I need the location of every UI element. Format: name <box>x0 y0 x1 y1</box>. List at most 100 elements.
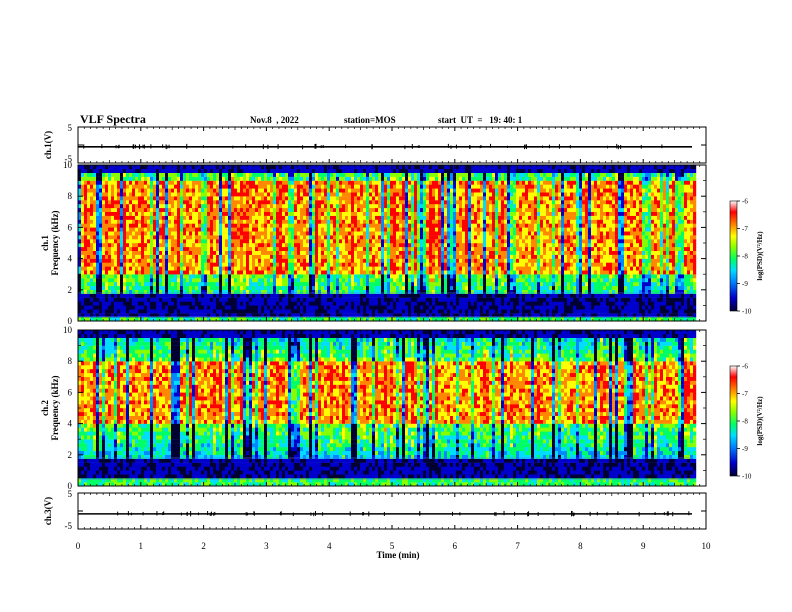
spectrogram-cell <box>393 282 397 287</box>
spectrogram-cell <box>111 223 115 228</box>
spectrogram-cell <box>237 172 241 177</box>
spectrogram-cell <box>177 168 181 173</box>
spectrogram-cell <box>189 313 193 318</box>
spectrogram-cell <box>327 239 331 244</box>
spectrogram-cell <box>228 297 232 302</box>
spectrogram-cell <box>132 231 136 236</box>
spectrogram-cell <box>123 297 127 302</box>
spectrogram-cell <box>78 254 82 259</box>
spectrogram-cell <box>405 258 409 263</box>
spectrogram-cell <box>225 188 229 193</box>
spectrogram-cell <box>306 200 310 205</box>
spectrogram-cell <box>417 297 421 302</box>
spectrogram-cell <box>396 270 400 275</box>
spectrogram-cell <box>345 176 349 181</box>
spectrogram-cell <box>240 274 244 279</box>
spectrogram-cell <box>306 285 310 290</box>
spectrogram-cell <box>81 289 85 294</box>
spectrogram-cell <box>441 254 445 259</box>
spectrogram-cell <box>372 254 376 259</box>
spectrogram-cell <box>270 297 274 302</box>
spectrogram-cell <box>309 172 313 177</box>
spectrogram-cell <box>99 176 103 181</box>
spectrogram-cell <box>84 285 88 290</box>
spectrogram-cell <box>357 204 361 209</box>
spectrogram-cell <box>168 239 172 244</box>
spectrogram-cell <box>216 309 220 314</box>
spectrogram-cell <box>141 207 145 212</box>
spectrogram-cell <box>183 204 187 209</box>
spectrogram-cell <box>327 168 331 173</box>
spectrogram-cell <box>90 317 94 322</box>
spectrogram-cell <box>327 309 331 314</box>
spectrogram-cell <box>360 180 364 185</box>
spectrogram-cell <box>90 266 94 271</box>
spectrogram-cell <box>177 301 181 306</box>
spectrogram-cell <box>258 266 262 271</box>
spectrogram-cell <box>138 215 142 220</box>
spectrogram-cell <box>78 215 82 220</box>
spectrogram-cell <box>348 282 352 287</box>
spectrogram-cell <box>111 270 115 275</box>
spectrogram-cell <box>294 192 298 197</box>
spectrogram-cell <box>168 207 172 212</box>
spectrogram-cell <box>144 207 148 212</box>
spectrogram-cell <box>93 180 97 185</box>
spectrogram-cell <box>381 270 385 275</box>
spectrogram-cell <box>438 215 442 220</box>
spectrogram-cell <box>321 274 325 279</box>
spectrogram-cell <box>99 223 103 228</box>
spectrogram-cell <box>408 215 412 220</box>
spectrogram-cell <box>120 285 124 290</box>
spectrogram-cell <box>225 309 229 314</box>
spectrogram-cell <box>252 235 256 240</box>
spectrogram-cell <box>141 278 145 283</box>
spectrogram-cell <box>210 293 214 298</box>
spectrogram-cell <box>144 227 148 232</box>
spectrogram-cell <box>375 243 379 248</box>
spectrogram-cell <box>327 258 331 263</box>
spectrogram-cell <box>372 282 376 287</box>
spectrogram-cell <box>93 289 97 294</box>
spectrogram-cell <box>231 184 235 189</box>
spectrogram-cell <box>315 211 319 216</box>
spectrogram-cell <box>120 258 124 263</box>
spectrogram-cell <box>180 313 184 318</box>
spectrogram-cell <box>294 274 298 279</box>
spectrogram-cell <box>396 246 400 251</box>
spectrogram-cell <box>363 262 367 267</box>
spectrogram-cell <box>243 207 247 212</box>
spectrogram-cell <box>180 289 184 294</box>
spectrogram-cell <box>270 309 274 314</box>
spectrogram-cell <box>78 168 82 173</box>
spectrogram-cell <box>126 239 130 244</box>
spectrogram-cell <box>408 200 412 205</box>
spectrogram-cell <box>336 274 340 279</box>
spectrogram-cell <box>414 309 418 314</box>
spectrogram-cell <box>402 301 406 306</box>
spectrogram-cell <box>81 211 85 216</box>
spectrogram-cell <box>357 168 361 173</box>
spectrogram-cell <box>180 211 184 216</box>
spectrogram-cell <box>201 243 205 248</box>
spectrogram-cell <box>210 274 214 279</box>
spectrogram-cell <box>300 293 304 298</box>
spectrogram-cell <box>150 211 154 216</box>
spectrogram-cell <box>432 184 436 189</box>
spectrogram-cell <box>327 215 331 220</box>
spectrogram-cell <box>159 200 163 205</box>
spectrogram-cell <box>198 176 202 181</box>
spectrogram-cell <box>120 270 124 275</box>
spectrogram-cell <box>228 211 232 216</box>
spectrogram-cell <box>288 246 292 251</box>
spectrogram-cell <box>255 196 259 201</box>
spectrogram-cell <box>402 172 406 177</box>
spectrogram-cell <box>255 243 259 248</box>
spectrogram-cell <box>354 246 358 251</box>
spectrogram-cell <box>306 278 310 283</box>
spectrogram-cell <box>399 176 403 181</box>
spectrogram-cell <box>99 211 103 216</box>
spectrogram-cell <box>150 274 154 279</box>
spectrogram-cell <box>81 301 85 306</box>
spectrogram-cell <box>327 227 331 232</box>
